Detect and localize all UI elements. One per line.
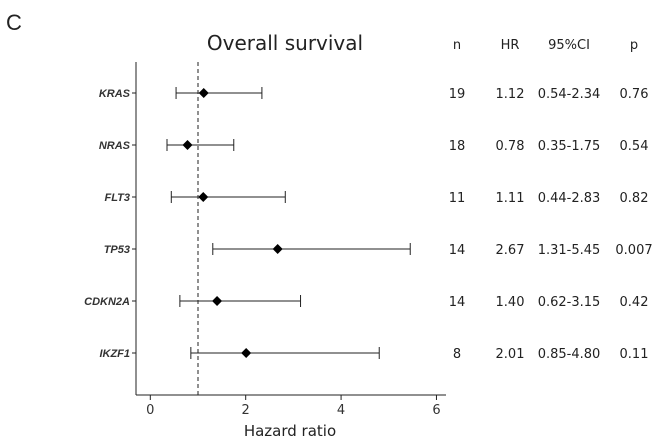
hr-cell: 2.67 [496, 243, 525, 258]
panel-label: C [6, 10, 22, 35]
hr-point [198, 88, 209, 98]
hr-column-header: HR [501, 38, 520, 53]
gene-label: TP53 [104, 244, 130, 256]
gene-label: KRAS [99, 88, 131, 100]
hr-cell: 0.78 [496, 139, 525, 154]
p-column-header: p [630, 38, 638, 53]
ci-cell: 0.35-1.75 [538, 139, 601, 154]
hr-point [212, 296, 223, 306]
n-column-header: n [453, 38, 461, 53]
gene-label: FLT3 [105, 192, 130, 204]
n-cell: 11 [449, 191, 466, 206]
n-cell: 8 [453, 347, 461, 362]
hr-cell: 2.01 [496, 347, 525, 362]
n-cell: 14 [449, 243, 466, 258]
n-cell: 14 [449, 295, 466, 310]
x-axis-label: Hazard ratio [244, 422, 336, 440]
ci-column-header: 95%CI [548, 38, 590, 53]
p-cell: 0.54 [620, 139, 649, 154]
x-tick-label: 4 [337, 403, 345, 418]
hr-cell: 1.12 [496, 87, 525, 102]
p-cell: 0.82 [620, 191, 649, 206]
gene-label: CDKN2A [84, 296, 130, 308]
hr-cell: 1.40 [496, 295, 525, 310]
n-cell: 19 [449, 87, 466, 102]
ci-cell: 1.31-5.45 [538, 243, 601, 258]
p-cell: 0.42 [620, 295, 649, 310]
chart-title: Overall survival [207, 31, 363, 55]
x-tick-label: 0 [146, 403, 154, 418]
n-cell: 18 [449, 139, 466, 154]
ci-cell: 0.85-4.80 [538, 347, 601, 362]
gene-label: NRAS [99, 140, 131, 152]
hr-point [182, 140, 193, 150]
x-tick-label: 2 [242, 403, 250, 418]
p-cell: 0.11 [620, 347, 649, 362]
hr-point [272, 244, 283, 254]
hr-cell: 1.11 [496, 191, 525, 206]
x-tick-label: 6 [432, 403, 440, 418]
gene-label: IKZF1 [99, 348, 130, 360]
ci-cell: 0.62-3.15 [538, 295, 601, 310]
hr-point [198, 192, 209, 202]
hr-point [241, 348, 252, 358]
ci-cell: 0.44-2.83 [538, 191, 601, 206]
ci-cell: 0.54-2.34 [538, 87, 601, 102]
p-cell: 0.76 [620, 87, 649, 102]
p-cell: 0.007 [615, 243, 652, 258]
